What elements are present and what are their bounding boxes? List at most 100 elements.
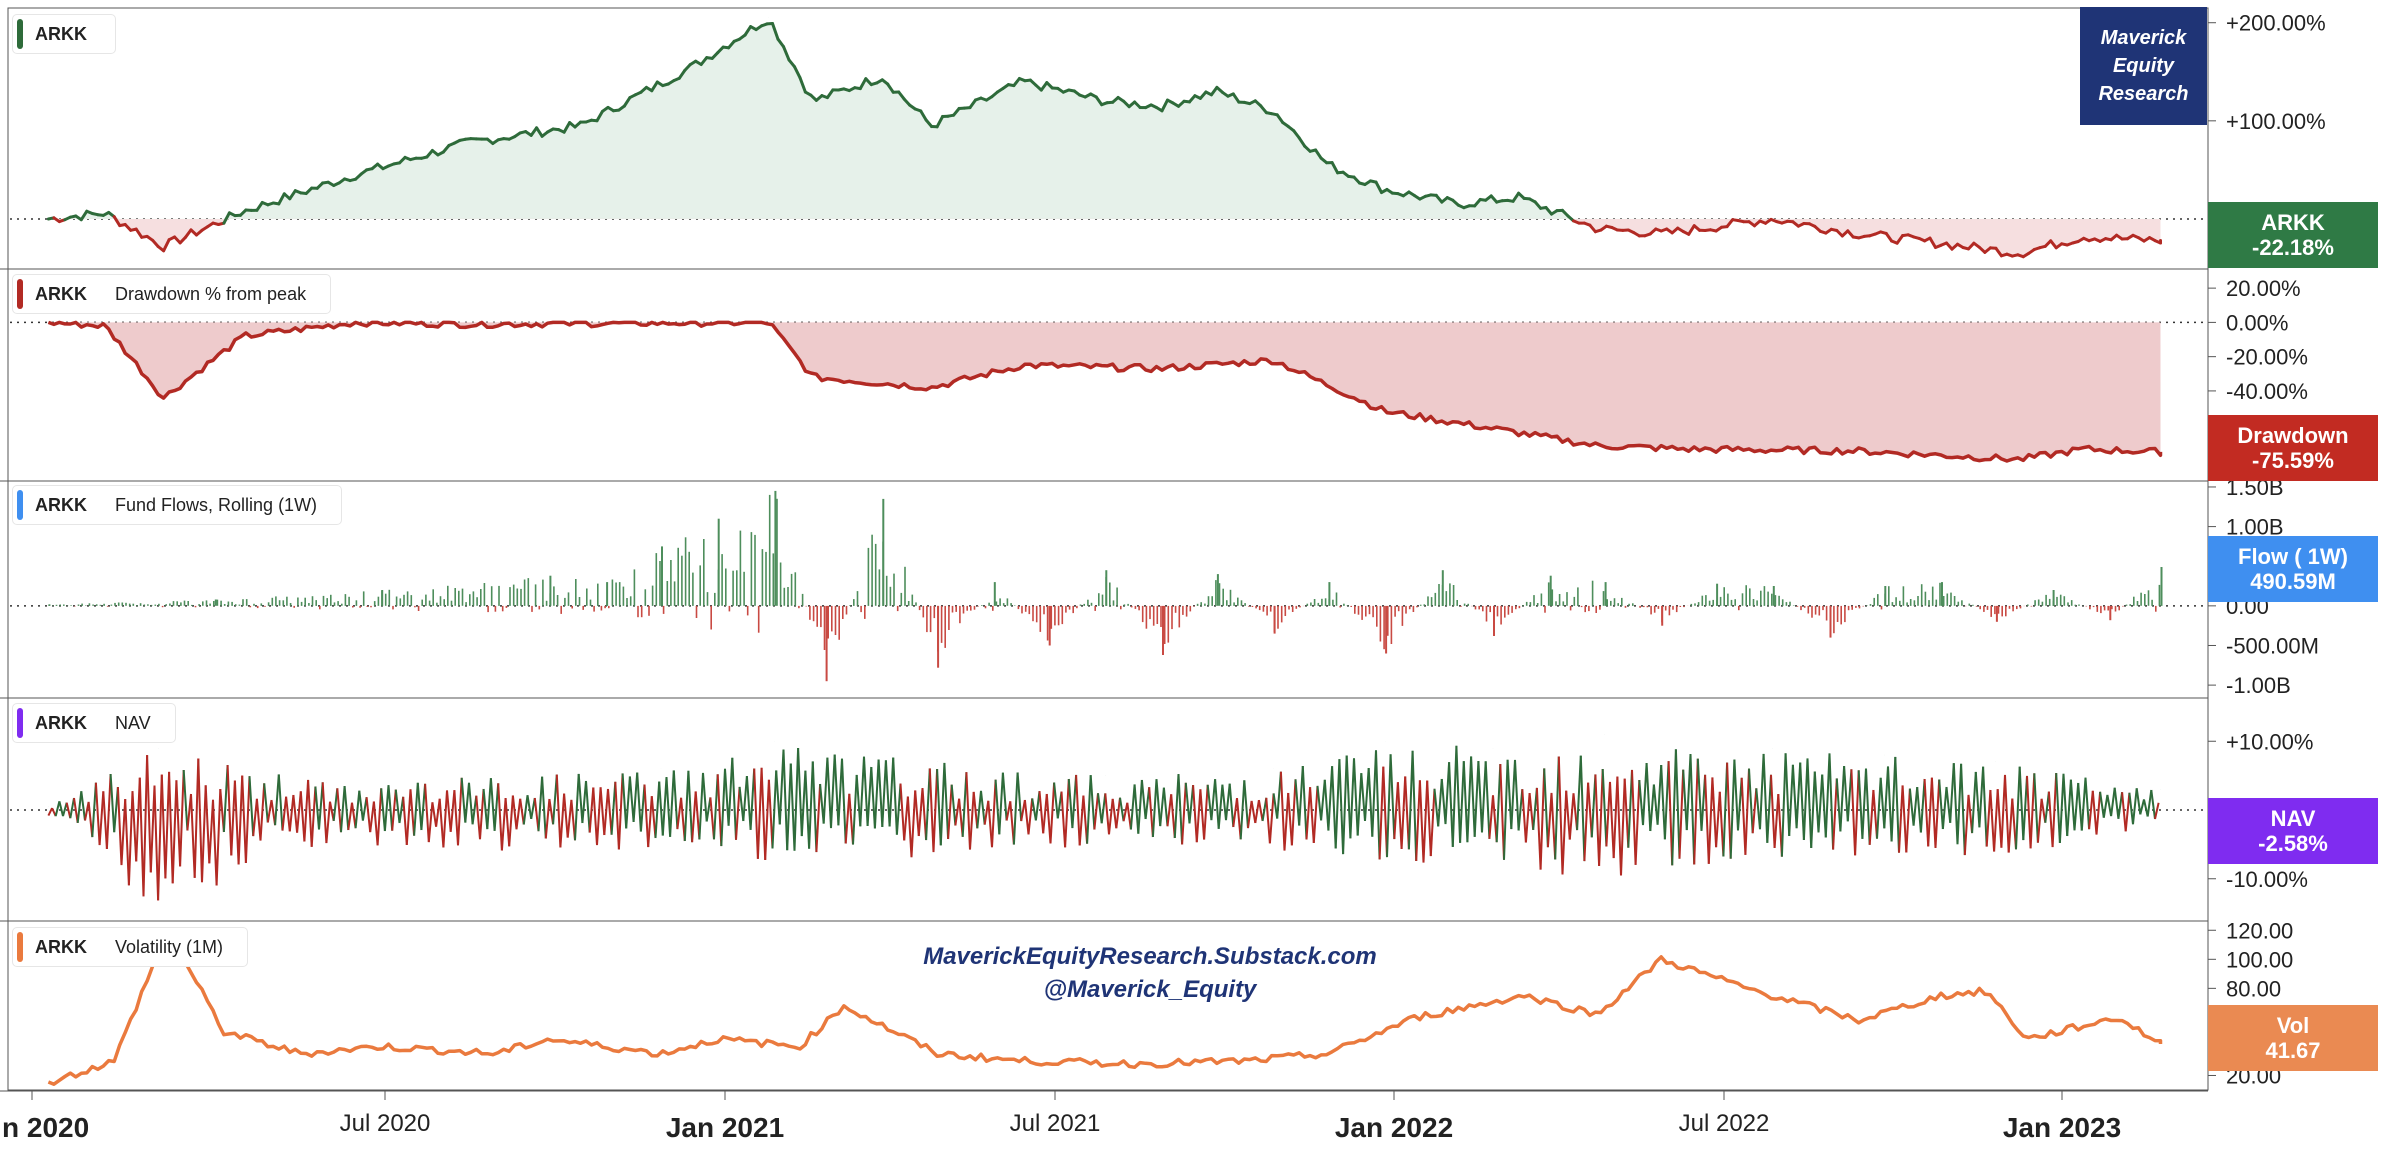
nav-line-segment	[303, 779, 310, 842]
flow-bar	[1551, 589, 1554, 606]
nav-line-segment	[1071, 774, 1078, 829]
flow-bar	[1054, 605, 1056, 626]
flow-bar	[103, 603, 105, 606]
nav-line-segment	[1510, 759, 1516, 830]
flow-bar	[1167, 605, 1170, 643]
flow-bar	[110, 604, 113, 606]
nav-line-segment	[124, 799, 130, 886]
flow-bar	[746, 605, 749, 616]
nav-line-segment	[1060, 791, 1067, 848]
nav-line-segment	[2095, 791, 2102, 835]
flow-bar	[198, 604, 200, 606]
flow-bar	[176, 601, 178, 606]
y-tick-label: -40.00%	[2226, 379, 2308, 404]
nav-line-segment	[1616, 776, 1622, 876]
legend-price-ticker: ARKK	[35, 23, 87, 44]
nav-line-segment	[351, 802, 357, 829]
nav-line-segment	[899, 783, 906, 841]
flow-bar	[1792, 605, 1795, 606]
nav-line-segment	[1993, 789, 1999, 852]
flow-bar	[1975, 605, 1978, 607]
flow-bar	[1357, 605, 1360, 615]
flow-bar	[1010, 603, 1012, 606]
nav-line-segment	[1378, 766, 1385, 860]
brand-line-3: Research	[2098, 83, 2189, 105]
flow-bar	[940, 605, 943, 643]
nav-line-segment	[1623, 778, 1630, 848]
flow-bar	[2100, 605, 2102, 614]
flow-bar	[194, 605, 197, 608]
flow-bar	[352, 605, 354, 608]
flow-bar	[538, 605, 541, 610]
flow-bar	[1057, 605, 1060, 626]
nav-line-segment	[731, 757, 737, 840]
flow-bar	[1317, 602, 1320, 606]
nav-line-segment	[1850, 769, 1857, 856]
nav-line-segment	[727, 757, 734, 826]
nav-line-segment	[950, 784, 957, 826]
flow-bar-key	[1385, 605, 1388, 654]
flow-bar	[823, 605, 826, 650]
flow-bar	[256, 605, 259, 609]
flow-bar	[520, 588, 522, 606]
flow-bar	[1763, 586, 1766, 606]
nav-line-segment	[281, 796, 288, 831]
flow-bar-key	[1216, 574, 1219, 606]
nav-line-segment	[965, 772, 971, 850]
nav-line-segment	[1268, 793, 1275, 844]
flow-bar	[1683, 605, 1685, 608]
price-line-segment	[798, 76, 807, 94]
flow-bar	[1496, 605, 1499, 617]
flow-bar	[754, 534, 756, 606]
nav-line-segment	[197, 758, 203, 883]
nav-line-segment	[120, 799, 127, 866]
nav-line-segment	[1978, 766, 1985, 828]
flow-bar	[1460, 605, 1462, 607]
nav-line-segment	[1393, 782, 1399, 840]
flow-bar	[531, 605, 533, 612]
nav-line-segment	[2051, 773, 2058, 848]
nav-line-segment	[277, 774, 284, 831]
nav-line-segment	[383, 785, 390, 832]
nav-line-segment	[1078, 795, 1085, 846]
nav-line-segment	[917, 788, 924, 837]
nav-line-segment	[1433, 788, 1440, 827]
flow-bar	[494, 605, 497, 612]
flow-bar	[1028, 605, 1031, 615]
flow-bar	[498, 585, 500, 606]
flow-bar	[904, 566, 906, 606]
flow-bar	[1752, 599, 1755, 606]
nav-line-segment	[2128, 792, 2134, 825]
nav-line-segment	[1835, 778, 1842, 832]
nav-line-segment	[1583, 782, 1590, 862]
flow-bar	[1701, 595, 1704, 606]
nav-line-segment	[1184, 782, 1191, 824]
flow-bar	[1043, 605, 1045, 615]
flow-bar	[1171, 605, 1173, 630]
nav-line-segment	[1053, 782, 1059, 819]
flow-bar-key	[1328, 582, 1331, 606]
flow-bar	[1869, 604, 1872, 606]
flow-bar	[180, 602, 182, 606]
nav-line-segment	[102, 791, 108, 850]
nav-line-segment	[1707, 777, 1714, 864]
flow-bar	[1800, 605, 1802, 611]
flow-bar	[622, 586, 625, 606]
flow-bar	[1909, 599, 1912, 606]
flow-bar	[1061, 605, 1064, 625]
nav-line-segment	[1663, 761, 1670, 840]
price-line-segment	[919, 109, 928, 122]
flow-bar	[1920, 584, 1923, 606]
nav-line-segment	[1148, 787, 1154, 838]
flow-bar	[992, 605, 994, 611]
nav-line-segment	[387, 785, 394, 831]
flow-bar	[1112, 600, 1115, 606]
nav-line-segment	[285, 796, 291, 832]
flow-bar	[1284, 605, 1287, 616]
flow-bar	[1280, 605, 1283, 623]
price-line-segment	[1314, 148, 1323, 160]
nav-line-segment	[208, 799, 214, 864]
flow-bar	[278, 600, 281, 606]
flow-bar	[812, 605, 815, 622]
nav-line-segment	[131, 791, 138, 862]
